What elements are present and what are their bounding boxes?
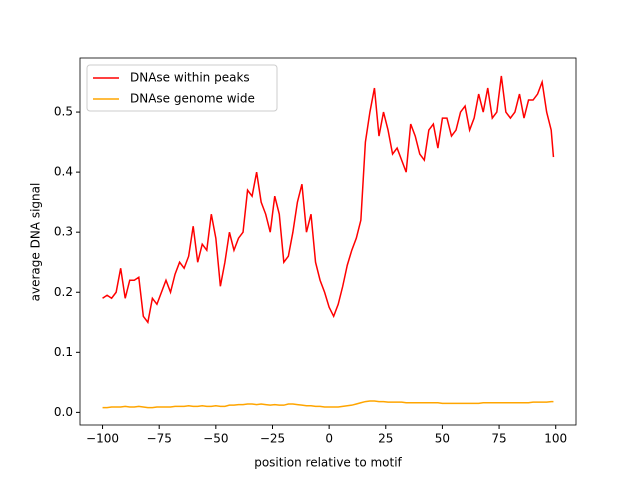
plot-frame (79, 57, 577, 426)
legend-label: DNAse genome wide (130, 92, 255, 106)
y-tick-label: 0.2 (54, 285, 73, 299)
legend-box (86, 64, 278, 112)
x-tick-label: 100 (544, 432, 567, 446)
y-tick-label: 0.5 (54, 105, 73, 119)
x-tick-label: 50 (435, 432, 450, 446)
line (102, 75, 555, 325)
x-axis-label: position relative to motif (254, 456, 402, 470)
x-tick-label: 75 (491, 432, 506, 446)
y-tick-label: 0.4 (54, 165, 73, 179)
y-tick-label: 0.1 (54, 345, 73, 359)
y-tick-label: 0.3 (54, 225, 73, 239)
x-tick-label: 0 (325, 432, 333, 446)
x-tick-label: −75 (147, 432, 172, 446)
y-tick-label: 0.0 (54, 405, 73, 419)
x-tick-label: 25 (378, 432, 393, 446)
legend-label: DNAse within peaks (130, 71, 250, 85)
line (102, 400, 554, 409)
y-axis-label: average DNA signal (29, 183, 43, 302)
x-tick-label: −25 (260, 432, 285, 446)
x-tick-label: −50 (203, 432, 228, 446)
x-tick-label: −100 (86, 432, 119, 446)
